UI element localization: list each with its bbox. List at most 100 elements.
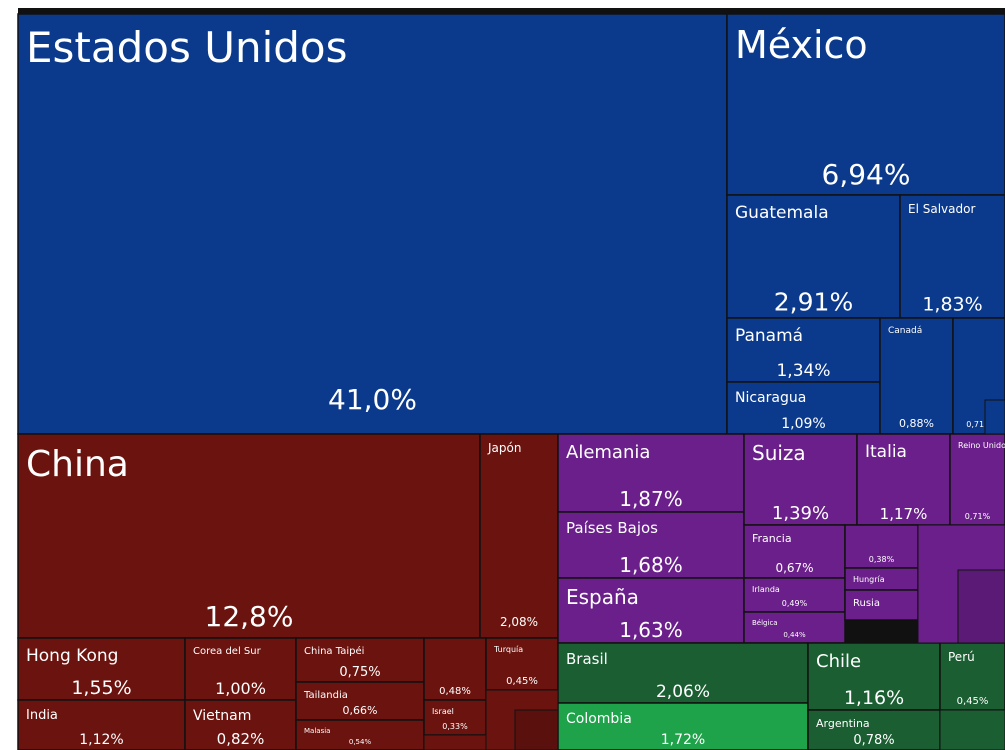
tile bbox=[807, 709, 941, 750]
tile-name: Colombia bbox=[566, 711, 632, 727]
tile-name: España bbox=[566, 585, 639, 609]
tile-value: 1,17% bbox=[880, 505, 928, 523]
tile-value: 0,75% bbox=[339, 665, 380, 680]
tile-name: Rusia bbox=[853, 598, 880, 609]
tile-value: 2,08% bbox=[500, 615, 538, 629]
tile-group: Italia 1,17% bbox=[856, 433, 951, 526]
tile-value: 0,66% bbox=[343, 704, 378, 717]
tile-value: 0,78% bbox=[853, 733, 894, 748]
tile-value: 0,71% bbox=[965, 512, 991, 521]
tile-group: Hong Kong 1,55% bbox=[17, 637, 186, 701]
tile-name: Bélgica bbox=[752, 619, 778, 627]
tile-value: 1,55% bbox=[71, 677, 131, 699]
minor-tiles bbox=[423, 399, 1005, 750]
tile-value: 0,45% bbox=[506, 676, 538, 687]
tile bbox=[17, 637, 186, 701]
tile-name: Japón bbox=[487, 441, 521, 455]
tile-value: 2,91% bbox=[774, 288, 853, 317]
tile-group: Perú 0,45% bbox=[939, 642, 1005, 711]
tile-name: Países Bajos bbox=[566, 519, 658, 537]
tile-name: China Taipéi bbox=[304, 645, 364, 657]
tile bbox=[485, 637, 559, 691]
tile-value: 2,06% bbox=[656, 682, 710, 702]
minor-tile bbox=[984, 399, 1005, 435]
tile bbox=[949, 433, 1005, 526]
tile-name: Argentina bbox=[816, 717, 870, 730]
tile-group: 0,48% bbox=[423, 637, 487, 701]
tile bbox=[423, 637, 487, 701]
tile-value: 0,33% bbox=[442, 722, 468, 731]
tile bbox=[899, 194, 1005, 319]
tile-value: 0,71% bbox=[966, 420, 992, 429]
tile-name: Reino Unido bbox=[958, 441, 1005, 450]
minor-tile bbox=[957, 569, 1005, 644]
tile-value: 0,82% bbox=[217, 730, 265, 748]
tile-name: Malasia bbox=[304, 727, 330, 735]
tile-group: Países Bajos 1,68% bbox=[557, 511, 745, 579]
tile-name: Guatemala bbox=[735, 203, 829, 223]
tile-value: 12,8% bbox=[205, 600, 294, 633]
tile-group: China Taipéi 0,75% bbox=[295, 637, 425, 683]
tile-group: 0,38% bbox=[844, 524, 919, 569]
tile-group: Hungría bbox=[844, 567, 919, 591]
tile-value: 1,87% bbox=[619, 487, 683, 511]
tile-group: Brasil 2,06% bbox=[557, 642, 809, 704]
minor-tile bbox=[423, 734, 487, 750]
tile-value: 1,09% bbox=[781, 416, 825, 432]
tile bbox=[844, 589, 919, 621]
tile-name: Hong Kong bbox=[26, 646, 118, 666]
tile-group: Panamá 1,34% bbox=[726, 317, 881, 383]
tile-group: 0,71% bbox=[952, 317, 1005, 435]
tile-group: Estados Unidos 41,0% bbox=[17, 13, 728, 435]
tile bbox=[295, 681, 425, 721]
tile-name: Canadá bbox=[888, 326, 922, 336]
tile bbox=[743, 524, 846, 579]
tile-value: 0,45% bbox=[957, 696, 989, 707]
tile-group: Suiza 1,39% bbox=[743, 433, 858, 526]
tile-name: Suiza bbox=[752, 441, 806, 465]
tile-value: 0,67% bbox=[775, 561, 813, 575]
tile-name: El Salvador bbox=[908, 202, 975, 216]
tile bbox=[17, 699, 186, 750]
minor-tile bbox=[939, 709, 1005, 750]
tile-group: El Salvador 1,83% bbox=[899, 194, 1005, 319]
tile-value: 1,34% bbox=[776, 361, 830, 381]
tile-value: 1,72% bbox=[661, 732, 705, 748]
tile-name: México bbox=[735, 23, 868, 67]
tile-group: México 6,94% bbox=[726, 13, 1005, 196]
tile bbox=[17, 13, 728, 435]
tile-group: Tailandia 0,66% bbox=[295, 681, 425, 721]
tile-name: Brasil bbox=[566, 650, 608, 668]
tile-group: Nicaragua 1,09% bbox=[726, 381, 881, 435]
tile-name: Israel bbox=[432, 707, 454, 716]
tile-name: India bbox=[26, 708, 58, 723]
tile-name: Hungría bbox=[853, 575, 885, 584]
tile-name: Nicaragua bbox=[735, 390, 806, 406]
tile-name: Panamá bbox=[735, 326, 803, 346]
tile-group: Chile 1,16% bbox=[807, 642, 941, 711]
tile-group: Alemania 1,87% bbox=[557, 433, 745, 513]
tile-group: India 1,12% bbox=[17, 699, 186, 750]
tile-name: Italia bbox=[865, 442, 907, 462]
tile bbox=[557, 577, 745, 644]
tile bbox=[557, 511, 745, 579]
tile-name: Irlanda bbox=[752, 585, 780, 594]
tile-group: Guatemala 2,91% bbox=[726, 194, 901, 319]
tile-name: Turquía bbox=[493, 645, 523, 654]
tile-value: 1,00% bbox=[215, 679, 266, 698]
tile bbox=[844, 524, 919, 569]
tile-value: 6,94% bbox=[822, 158, 911, 191]
tile-group: Vietnam 0,82% bbox=[184, 699, 297, 750]
tile-group: Corea del Sur 1,00% bbox=[184, 637, 297, 701]
tile-value: 0,48% bbox=[439, 686, 471, 697]
tile bbox=[743, 433, 858, 526]
tile-name: Perú bbox=[948, 650, 975, 664]
tile-group: Bélgica 0,44% bbox=[743, 611, 846, 644]
tile bbox=[743, 577, 846, 613]
tile-name: Tailandia bbox=[303, 690, 348, 701]
tile-value: 1,12% bbox=[79, 732, 123, 748]
tile-value: 0,49% bbox=[782, 599, 808, 608]
tile bbox=[743, 611, 846, 644]
tile-group: Japón 2,08% bbox=[479, 433, 559, 639]
